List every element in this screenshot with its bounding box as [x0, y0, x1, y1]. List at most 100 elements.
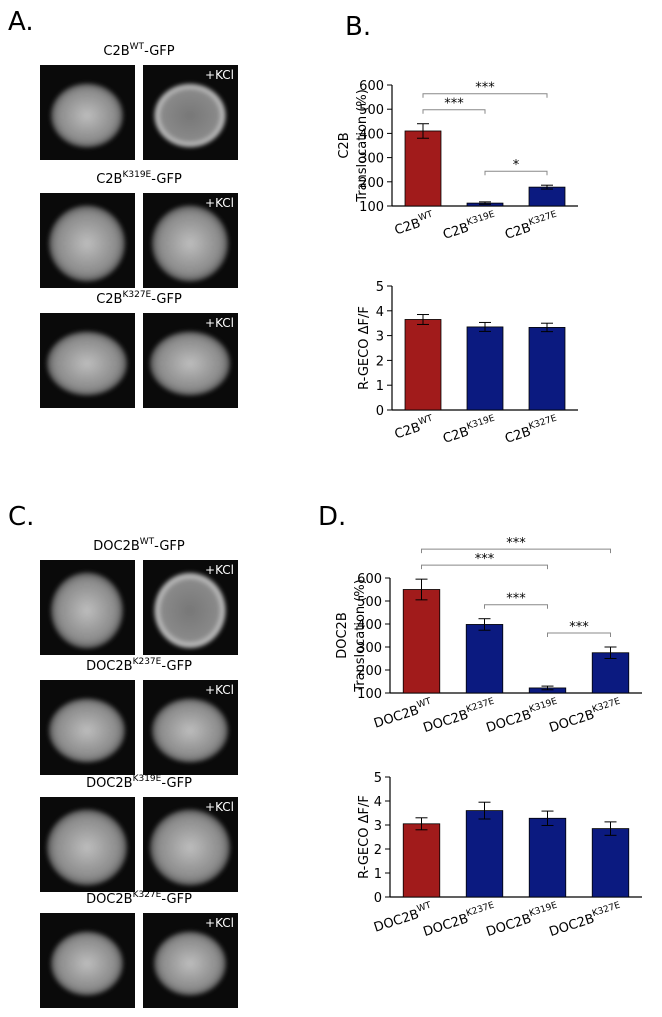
y-tick-label: 400 — [357, 618, 382, 633]
label-suffix: -GFP — [151, 292, 182, 307]
label-sup: WT — [417, 413, 434, 427]
x-tick-label: DOC2BK327E — [547, 901, 624, 941]
label-sup: WT — [417, 209, 434, 223]
significance-bracket — [421, 548, 611, 554]
significance-bracket — [422, 109, 486, 114]
significance-label: *** — [569, 620, 589, 635]
error-bar — [541, 810, 554, 826]
cell — [154, 931, 226, 996]
kcl-label: +KCl — [205, 916, 234, 930]
bar — [528, 817, 567, 898]
y-tick-label: 600 — [357, 572, 382, 587]
error-bar — [479, 201, 491, 205]
y-tick-label: 2 — [376, 354, 384, 369]
image-caption: C2BWT-GFP — [103, 42, 174, 59]
label-base: DOC2B — [547, 911, 596, 940]
label-sup: K319E — [528, 697, 559, 715]
error-bar — [417, 314, 429, 325]
error-bar — [478, 801, 491, 820]
error-bar — [541, 184, 553, 190]
y-tick-label: 4 — [376, 305, 384, 320]
x-tick-label: C2BK327E — [503, 414, 561, 447]
image-caption: DOC2BK237E-GFP — [86, 657, 192, 674]
significance-label: *** — [475, 81, 495, 96]
label-base: DOC2B — [484, 707, 533, 736]
y-axis-label: DOC2B — [335, 612, 350, 659]
micrograph — [40, 313, 135, 408]
cell — [51, 931, 123, 996]
y-axis-label: R-GECO ΔF/F — [357, 306, 372, 390]
x-tick-label: C2BK327E — [503, 210, 561, 243]
micrograph: +KCl — [143, 313, 238, 408]
micrograph — [40, 913, 135, 1008]
cell — [152, 698, 228, 763]
error-bar — [415, 578, 428, 601]
panel-label: D. — [318, 502, 346, 532]
label-suffix: -GFP — [161, 892, 192, 907]
error-bar — [417, 123, 429, 139]
label-sup: K319E — [133, 774, 162, 784]
kcl-label: +KCl — [205, 196, 234, 210]
micrograph — [40, 560, 135, 655]
y-tick-label: 4 — [374, 795, 382, 810]
label-base: DOC2B — [86, 776, 133, 791]
x-tick-label: C2BWT — [392, 209, 436, 238]
significance-bracket — [422, 93, 548, 98]
cell — [154, 83, 226, 148]
label-base: C2B — [96, 292, 122, 307]
micrograph — [40, 680, 135, 775]
label-sup: WT — [416, 696, 433, 710]
label-base: DOC2B — [93, 539, 140, 554]
significance-bracket — [484, 604, 548, 609]
kcl-label: +KCl — [205, 68, 234, 82]
label-sup: K327E — [591, 697, 622, 715]
y-tick-label: 400 — [359, 127, 384, 142]
label-sup: K237E — [133, 657, 162, 667]
panel-label: B. — [345, 12, 371, 42]
y-axis-label: R-GECO ΔF/F — [357, 795, 372, 879]
cell — [150, 331, 230, 396]
cell — [49, 205, 125, 282]
label-suffix: -GFP — [154, 539, 185, 554]
significance-label: *** — [506, 592, 526, 607]
label-sup: K327E — [528, 210, 559, 228]
label-base: C2B — [103, 44, 129, 59]
micrograph — [40, 65, 135, 160]
cell — [150, 809, 230, 886]
y-tick-label: 300 — [357, 641, 382, 656]
image-caption: DOC2BWT-GFP — [93, 537, 185, 554]
micrograph: +KCl — [143, 913, 238, 1008]
y-tick-label: 0 — [374, 891, 382, 906]
y-tick-label: 3 — [374, 819, 382, 834]
significance-bracket — [547, 632, 611, 637]
y-axis-label: Translocation (%) — [355, 89, 370, 203]
y-tick-label: 0 — [376, 404, 384, 419]
label-sup: K327E — [528, 414, 559, 432]
error-bar — [479, 321, 491, 332]
y-axis-label: Translocation (%) — [353, 579, 368, 693]
error-bar — [478, 618, 491, 631]
y-tick-label: 300 — [359, 152, 384, 167]
bar — [591, 652, 630, 694]
significance-label: *** — [506, 536, 526, 551]
x-tick-label: DOC2BK327E — [547, 697, 624, 737]
kcl-label: +KCl — [205, 683, 234, 697]
label-base: DOC2B — [86, 892, 133, 907]
kcl-label: +KCl — [205, 800, 234, 814]
y-tick-label: 5 — [376, 280, 384, 295]
y-tick-label: 200 — [357, 664, 382, 679]
image-caption: C2BK319E-GFP — [96, 170, 182, 187]
cell — [47, 331, 127, 396]
label-sup: K327E — [122, 290, 151, 300]
y-tick-label: 100 — [359, 200, 384, 215]
micrograph: +KCl — [143, 560, 238, 655]
micrograph: +KCl — [143, 65, 238, 160]
error-bar — [604, 821, 617, 836]
kcl-label: +KCl — [205, 316, 234, 330]
label-base: DOC2B — [421, 707, 470, 736]
label-sup: K327E — [133, 890, 162, 900]
y-tick-label: 1 — [374, 867, 382, 882]
y-tick-label: 500 — [359, 103, 384, 118]
significance-label: * — [513, 158, 520, 173]
label-base: DOC2B — [547, 707, 596, 736]
